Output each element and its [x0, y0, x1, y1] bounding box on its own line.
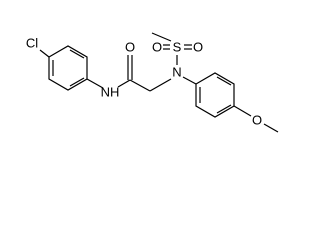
- ring-double-bond: [69, 77, 85, 87]
- atom-label: O: [152, 40, 162, 55]
- bond: [117, 79, 131, 88]
- atom-label: S: [173, 40, 182, 55]
- ring-right: [195, 72, 235, 118]
- atom-label: NH: [101, 85, 120, 100]
- atom-label: Cl: [26, 36, 38, 51]
- bond: [86, 78, 104, 89]
- bond: [39, 49, 50, 58]
- atom-label: O: [125, 40, 135, 55]
- ring-double-bond: [69, 49, 85, 59]
- bond: [182, 76, 197, 85]
- atom-labels: Cl NH O N S O O O: [26, 36, 262, 128]
- structure-diagram: Cl NH O N S O O O: [26, 32, 279, 133]
- bond: [233, 105, 252, 117]
- ring-double-bond: [216, 104, 232, 114]
- bonds: [39, 32, 279, 133]
- atom-label: O: [252, 113, 262, 128]
- bond: [149, 78, 172, 92]
- ring-double-bond: [216, 76, 232, 86]
- bond: [129, 79, 151, 92]
- ring-left: [48, 45, 88, 91]
- atom-label: N: [172, 65, 181, 80]
- bond: [263, 123, 279, 133]
- atom-label: O: [193, 40, 203, 55]
- bond: [151, 32, 172, 42]
